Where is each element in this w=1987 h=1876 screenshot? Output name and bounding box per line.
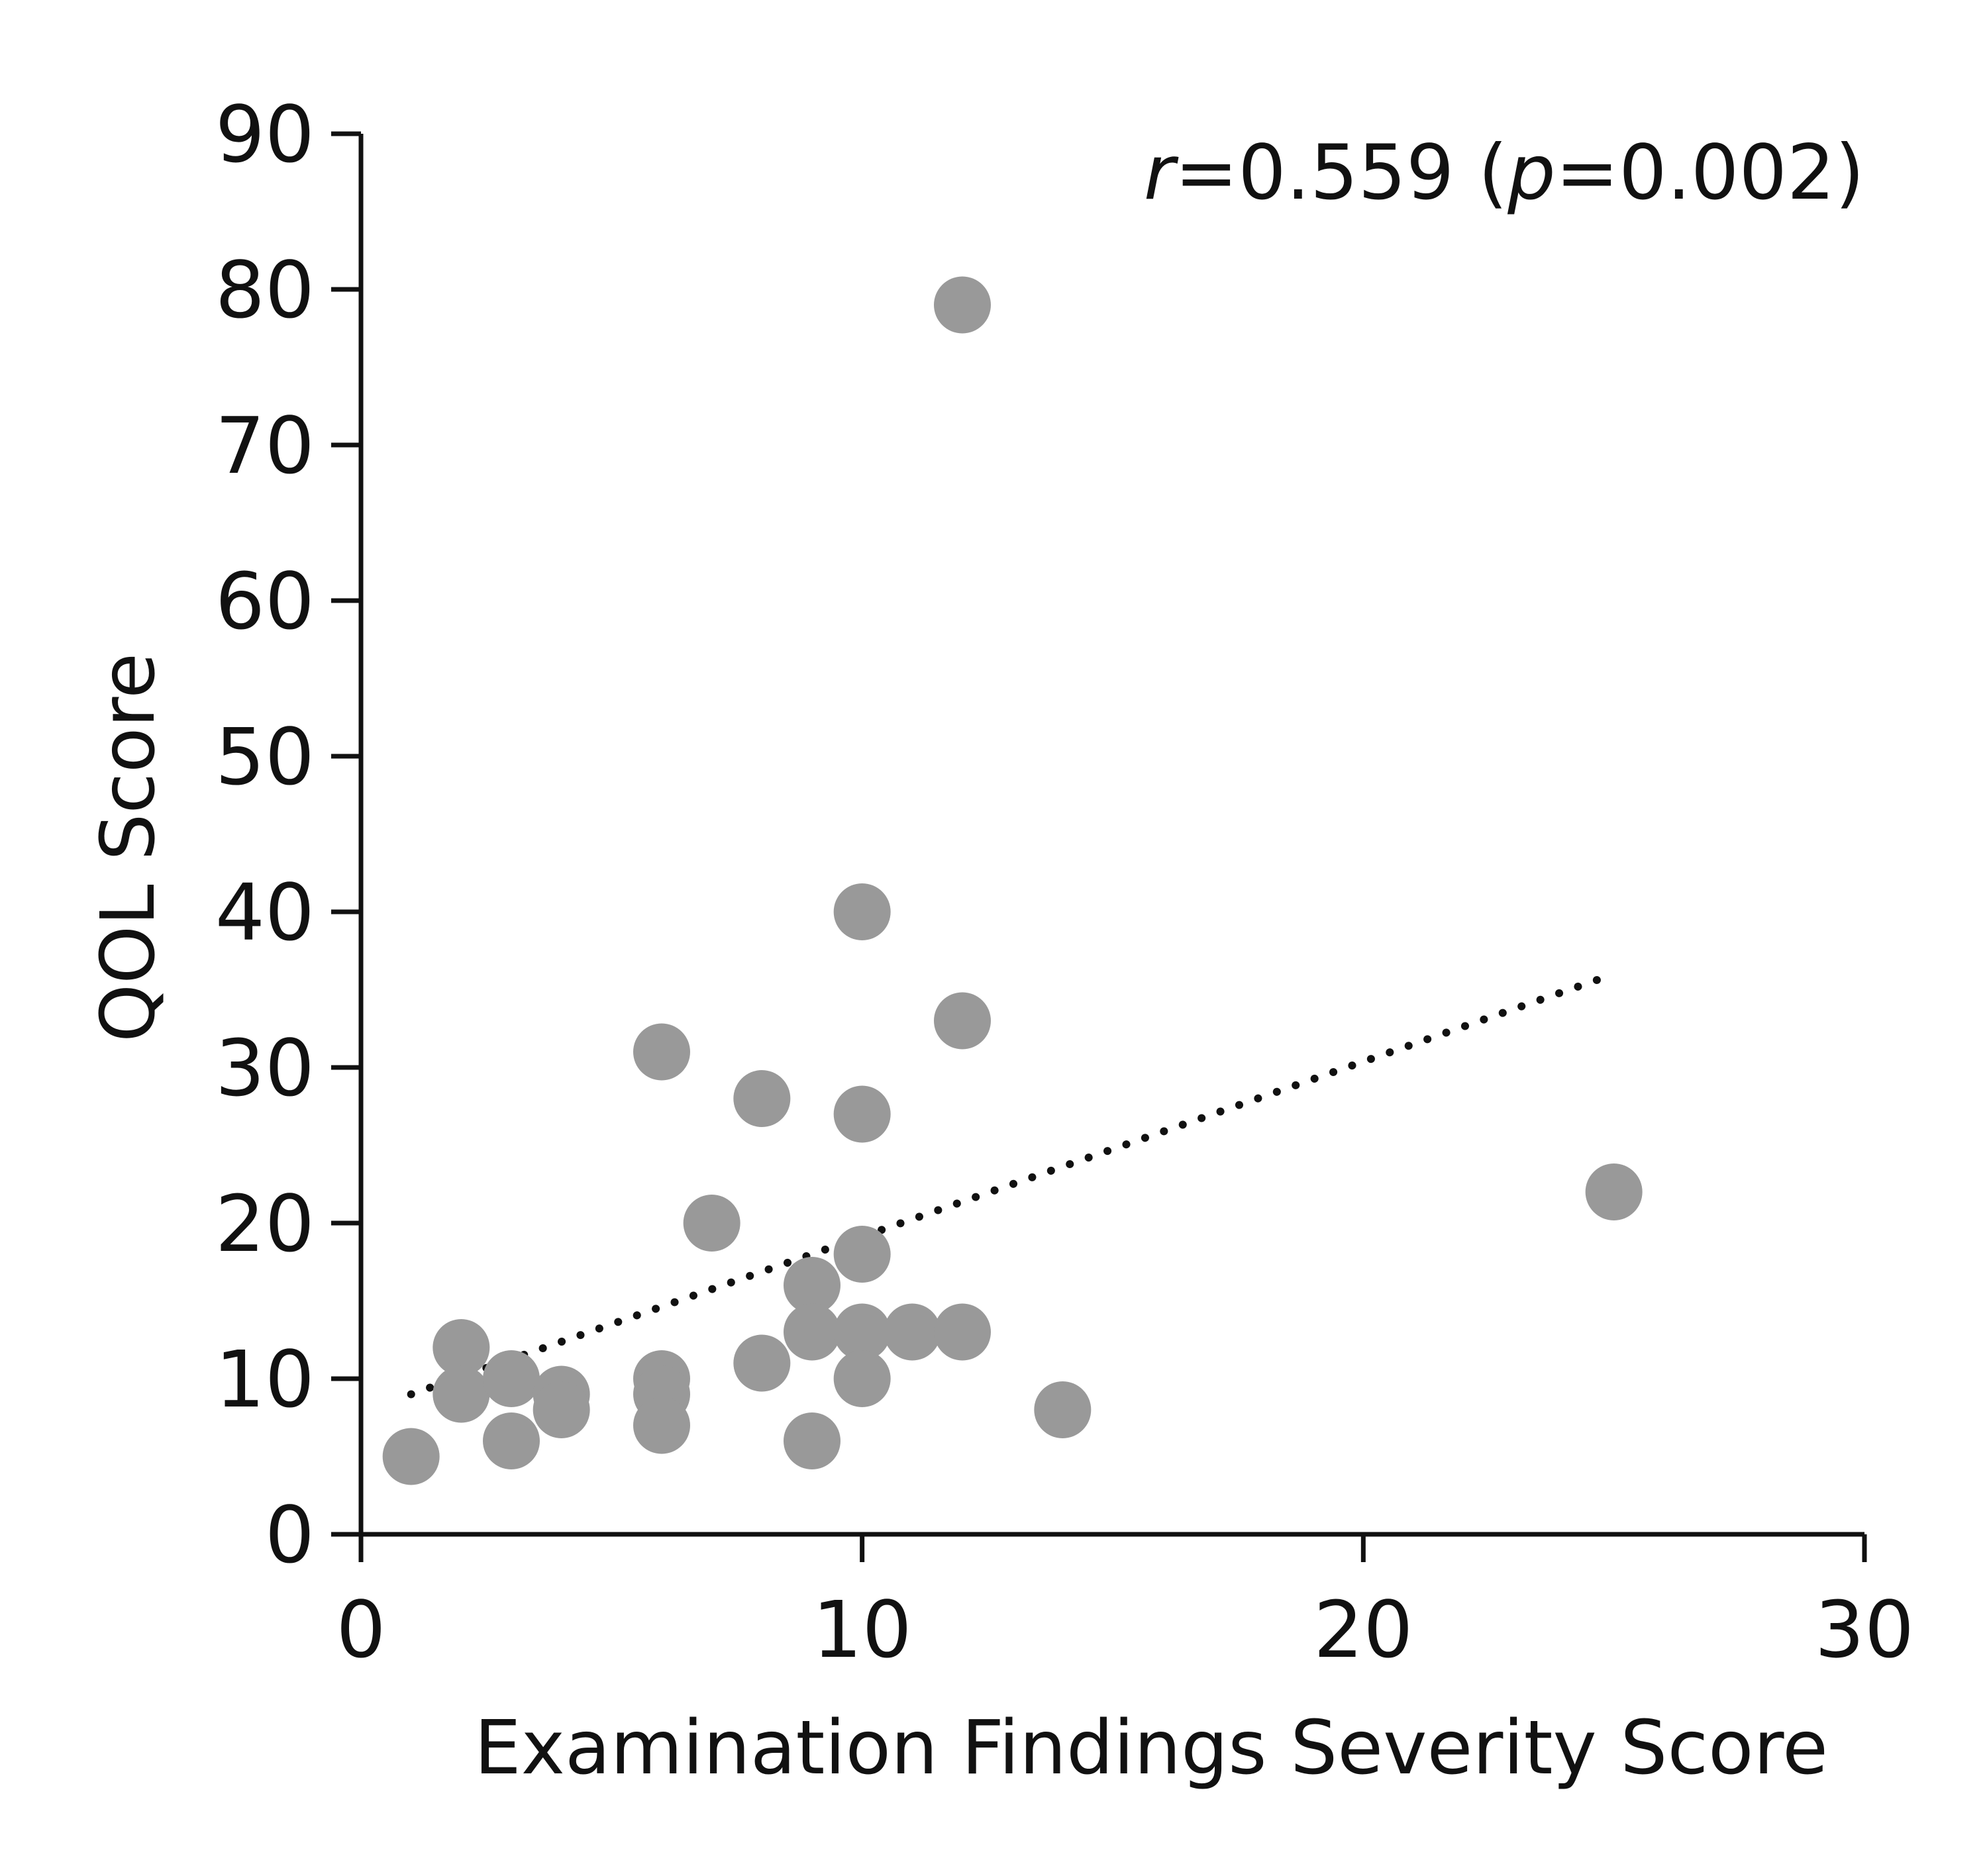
- data-point: [1585, 1163, 1643, 1220]
- x-axis-ticks: 0 10 20 30: [336, 1534, 1914, 1675]
- y-tick-label: 90: [215, 89, 315, 180]
- x-axis-title: Examination Findings Severity Score: [474, 1705, 1828, 1791]
- data-point: [683, 1195, 740, 1252]
- data-point: [934, 992, 991, 1050]
- y-tick-label: 70: [215, 400, 315, 491]
- x-tick-label: 30: [1815, 1584, 1914, 1675]
- p-symbol: p: [1507, 128, 1555, 217]
- y-tick-label: 50: [215, 711, 315, 803]
- y-axis-ticks: 0 10 20 30 40 50 60 70 80 90: [215, 89, 361, 1581]
- data-points: [382, 276, 1643, 1485]
- y-tick-label: 80: [215, 244, 315, 336]
- data-point: [784, 1257, 841, 1314]
- y-axis-title: QOL Score: [85, 653, 172, 1042]
- data-point: [633, 1397, 690, 1454]
- data-point: [382, 1428, 440, 1485]
- data-point: [784, 1412, 841, 1469]
- data-point: [884, 1303, 941, 1361]
- data-point: [833, 1350, 891, 1407]
- data-point: [633, 1023, 690, 1081]
- data-point: [934, 1303, 991, 1361]
- y-tick-label: 0: [265, 1489, 315, 1581]
- data-point: [833, 883, 891, 940]
- data-point: [433, 1319, 490, 1376]
- correlation-annotation: r=0.559 (p=0.002): [1144, 128, 1864, 217]
- axes: [358, 134, 1864, 1537]
- data-point: [733, 1334, 791, 1392]
- data-point: [1034, 1381, 1092, 1438]
- data-point: [833, 1226, 891, 1283]
- data-point: [533, 1381, 590, 1438]
- x-tick-label: 0: [336, 1584, 385, 1675]
- p-value: =0.002): [1556, 128, 1864, 217]
- x-tick-label: 20: [1313, 1584, 1413, 1675]
- y-tick-label: 30: [215, 1022, 315, 1114]
- r-symbol: r: [1144, 128, 1179, 217]
- data-point: [483, 1412, 540, 1469]
- x-tick-label: 10: [813, 1584, 912, 1675]
- data-point: [934, 276, 991, 334]
- data-point: [733, 1070, 791, 1127]
- data-point: [433, 1365, 490, 1423]
- trendline-layer: [407, 970, 1618, 1399]
- data-point: [784, 1303, 841, 1361]
- trend-line: [407, 970, 1618, 1399]
- y-tick-label: 60: [215, 556, 315, 647]
- y-tick-label: 10: [215, 1334, 315, 1425]
- r-value: =0.559 (: [1175, 128, 1508, 217]
- y-tick-label: 40: [215, 867, 315, 958]
- data-point: [833, 1303, 891, 1361]
- data-point: [483, 1350, 540, 1407]
- y-tick-label: 20: [215, 1178, 315, 1269]
- data-point: [833, 1085, 891, 1143]
